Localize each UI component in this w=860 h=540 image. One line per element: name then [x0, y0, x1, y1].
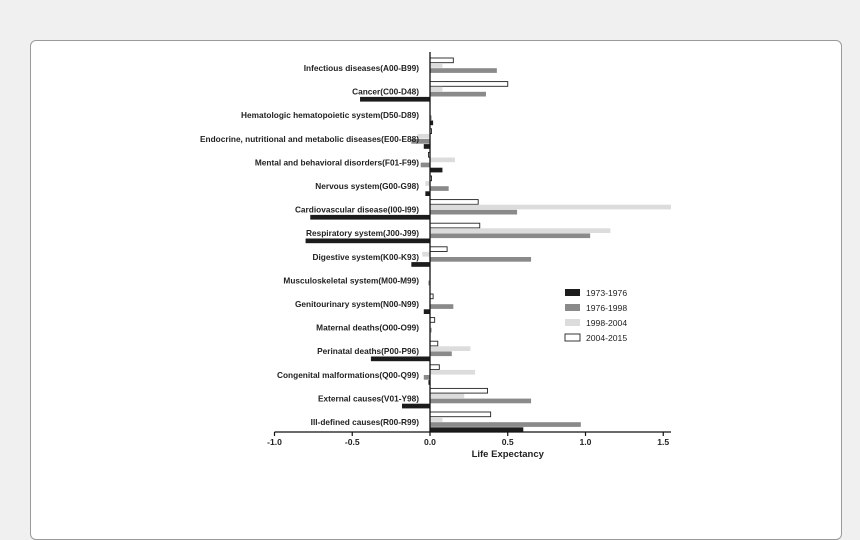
category-label: Mental and behavioral disorders(F01-F99) [255, 157, 419, 167]
bar-2004-2015 [430, 200, 478, 205]
bar-2004-2015 [430, 82, 508, 87]
bar-2004-2015 [430, 365, 439, 370]
x-tick-label: 0.0 [424, 437, 436, 447]
x-tick-label: 1.0 [580, 437, 592, 447]
bar-1976-1998 [430, 399, 531, 404]
bar-1976-1998 [430, 210, 517, 215]
category-label: Digestive system(K00-K93) [312, 252, 419, 262]
bar-1976-1998 [424, 375, 430, 380]
bar-1998-2004 [425, 181, 430, 186]
bar-1998-2004 [430, 370, 475, 375]
category-labels: Infectious diseases(A00-B99) Cancer(C00-D… [200, 63, 419, 427]
category-label: Nervous system(G00-G98) [315, 181, 419, 191]
category-label: External causes(V01-Y98) [318, 393, 419, 403]
bar-1976-1998 [430, 186, 449, 191]
bar-2004-2015 [430, 318, 435, 323]
legend-swatch [565, 319, 580, 326]
figure: Infectious diseases(A00-B99) Cancer(C00-D… [195, 50, 671, 461]
category-label: Cancer(C00-D48) [352, 87, 419, 97]
category-label: Respiratory system(J00-J99) [306, 228, 419, 238]
bar-1973-1976 [360, 97, 430, 102]
bar-1973-1976 [402, 404, 430, 409]
bar-2004-2015 [430, 223, 480, 228]
bar-1998-2004 [430, 63, 442, 68]
bar-1998-2004 [430, 158, 455, 163]
legend-label: 1976-1998 [586, 303, 627, 313]
category-label: Perinatal deaths(P00-P96) [317, 346, 419, 356]
bar-2004-2015 [430, 58, 453, 63]
bar-1998-2004 [422, 252, 430, 257]
bar-1976-1998 [430, 257, 531, 262]
bar-1973-1976 [310, 215, 430, 220]
bar-1973-1976 [411, 262, 430, 267]
bar-1976-1998 [430, 304, 453, 309]
bar-1973-1976 [430, 168, 442, 173]
category-label: Congenital malformations(Q00-Q99) [277, 370, 419, 380]
life-expectancy-bar-chart: Infectious diseases(A00-B99) Cancer(C00-D… [195, 50, 671, 461]
legend-label: 2004-2015 [586, 333, 627, 343]
bar-1998-2004 [430, 394, 464, 399]
category-label: Musculoskeletal system(M00-M99) [283, 275, 419, 285]
category-label: Genitourinary system(N00-N99) [295, 299, 419, 309]
bar-1998-2004 [430, 205, 671, 210]
category-label: Cardiovascular disease(I00-I99) [295, 205, 419, 215]
bar-1973-1976 [306, 239, 430, 244]
category-label: Endocrine, nutritional and metabolic dis… [200, 134, 419, 144]
bar-1976-1998 [430, 351, 452, 356]
bar-1976-1998 [430, 422, 581, 427]
legend-swatch [565, 304, 580, 311]
category-label: Maternal deaths(O00-O99) [316, 323, 419, 333]
bar-1973-1976 [371, 357, 430, 362]
bar-1976-1998 [430, 92, 486, 97]
x-tick-label: -1.0 [267, 437, 282, 447]
category-label: Hematologic hematopoietic system(D50-D89… [241, 110, 419, 120]
bar-1998-2004 [430, 346, 470, 351]
legend-label: 1973-1976 [586, 288, 627, 298]
bar-1998-2004 [430, 228, 610, 233]
x-tick-label: 0.5 [502, 437, 514, 447]
bar-2004-2015 [430, 388, 488, 393]
legend: 1973-1976 1976-1998 1998-2004 2004-2015 [565, 288, 627, 343]
legend-swatch [565, 334, 580, 341]
bar-1976-1998 [421, 163, 430, 168]
legend-label: 1998-2004 [586, 318, 627, 328]
bar-1976-1998 [430, 233, 590, 238]
x-tick-label: -0.5 [345, 437, 360, 447]
bar-1973-1976 [430, 427, 523, 432]
x-ticks: -1.0-0.50.00.51.01.52.0 [267, 432, 671, 447]
category-label: Infectious diseases(A00-B99) [304, 63, 420, 73]
bar-2004-2015 [430, 247, 447, 252]
bar-1998-2004 [418, 134, 430, 139]
category-label: Ill-defined causes(R00-R99) [311, 417, 420, 427]
bar-1973-1976 [424, 309, 430, 314]
bar-1998-2004 [430, 417, 442, 422]
x-axis-label: Life Expectancy [472, 449, 545, 460]
bar-1973-1976 [425, 191, 430, 196]
bar-2004-2015 [430, 412, 491, 417]
bar-1973-1976 [424, 144, 430, 149]
bar-1976-1998 [430, 68, 497, 73]
bar-2004-2015 [430, 341, 438, 346]
x-tick-label: 1.5 [657, 437, 669, 447]
legend-swatch [565, 289, 580, 296]
bar-1998-2004 [430, 87, 442, 92]
